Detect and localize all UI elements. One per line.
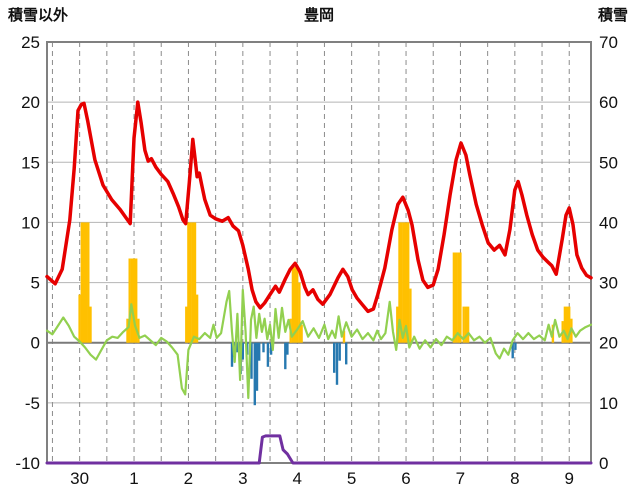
chart-title: 豊岡 bbox=[303, 7, 334, 24]
svg-text:7: 7 bbox=[456, 469, 465, 488]
green-line bbox=[45, 288, 593, 400]
svg-text:6: 6 bbox=[401, 469, 410, 488]
svg-text:20: 20 bbox=[21, 93, 40, 112]
svg-text:30: 30 bbox=[70, 469, 89, 488]
svg-text:8: 8 bbox=[510, 469, 519, 488]
svg-text:0: 0 bbox=[31, 334, 40, 353]
right-axis-label: 積雪 bbox=[597, 7, 628, 24]
svg-text:1: 1 bbox=[129, 469, 138, 488]
left-axis-label: 積雪以外 bbox=[8, 7, 69, 24]
red-line bbox=[45, 100, 593, 314]
svg-text:-5: -5 bbox=[25, 394, 40, 413]
horizontal-gridlines bbox=[47, 101, 591, 404]
svg-text:70: 70 bbox=[599, 33, 618, 52]
plot-frame bbox=[46, 41, 592, 464]
svg-text:3: 3 bbox=[238, 469, 247, 488]
svg-text:15: 15 bbox=[21, 153, 40, 172]
svg-text:4: 4 bbox=[292, 469, 301, 488]
right-tick-labels: 70 60 50 40 30 20 10 0 bbox=[599, 33, 618, 473]
orange-bars bbox=[78, 222, 573, 343]
svg-text:50: 50 bbox=[599, 153, 618, 172]
svg-text:0: 0 bbox=[599, 454, 608, 473]
left-tick-labels: 25 20 15 10 5 0 -5 -10 bbox=[15, 33, 40, 473]
x-tick-labels: 30 1 2 3 4 5 6 7 8 9 bbox=[70, 469, 574, 488]
svg-text:30: 30 bbox=[599, 274, 618, 293]
svg-text:60: 60 bbox=[599, 93, 618, 112]
vertical-gridlines bbox=[51, 42, 570, 463]
svg-text:10: 10 bbox=[599, 394, 618, 413]
svg-text:20: 20 bbox=[599, 334, 618, 353]
svg-text:9: 9 bbox=[564, 469, 573, 488]
svg-text:40: 40 bbox=[599, 213, 618, 232]
svg-text:2: 2 bbox=[184, 469, 193, 488]
blue-bars bbox=[230, 342, 517, 406]
svg-text:25: 25 bbox=[21, 33, 40, 52]
svg-text:5: 5 bbox=[31, 274, 40, 293]
svg-text:5: 5 bbox=[347, 469, 356, 488]
svg-text:-10: -10 bbox=[15, 454, 40, 473]
svg-text:10: 10 bbox=[21, 213, 40, 232]
purple-line bbox=[45, 434, 593, 465]
